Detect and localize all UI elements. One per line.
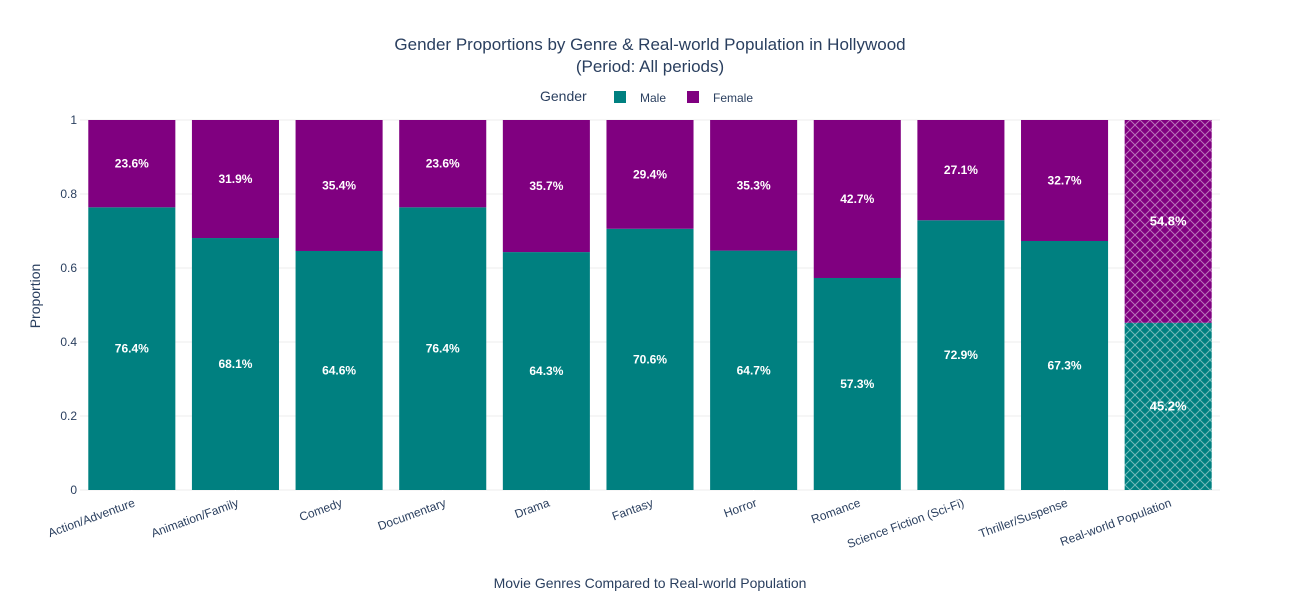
- x-tick-label: Real-world Population: [1058, 496, 1173, 549]
- x-tick-label: Animation/Family: [149, 496, 240, 541]
- y-tick-label: 1: [70, 113, 77, 127]
- data-label-female-fantasy: 29.4%: [633, 167, 667, 181]
- bar-female-fantasy[interactable]: [606, 120, 694, 229]
- y-axis: 0 0.2 0.4 0.6 0.8 1: [60, 113, 77, 497]
- x-tick-label: Thriller/Suspense: [977, 496, 1070, 541]
- bar-male-documentary[interactable]: [399, 207, 487, 490]
- data-label-male-documentary: 76.4%: [426, 342, 460, 356]
- data-label-male-science-fiction-sci-fi: 72.9%: [944, 348, 978, 362]
- bar-hatch-female-real-world-population: [1124, 120, 1212, 323]
- bar-female-thriller-suspense[interactable]: [1021, 120, 1109, 241]
- data-label-female-documentary: 23.6%: [426, 157, 460, 171]
- legend-label-male[interactable]: Male: [640, 91, 666, 105]
- bar-male-horror[interactable]: [710, 250, 798, 490]
- data-label-male-fantasy: 70.6%: [633, 352, 667, 366]
- legend-title: Gender: [540, 88, 587, 104]
- x-axis: Action/Adventure Animation/Family Comedy Do…: [46, 490, 1173, 551]
- y-tick-label: 0.2: [60, 409, 77, 423]
- data-label-female-animation-family: 31.9%: [218, 172, 252, 186]
- x-tick-label: Documentary: [376, 496, 448, 534]
- x-tick-label: Fantasy: [610, 496, 655, 524]
- data-label-female-comedy: 35.4%: [322, 178, 356, 192]
- x-tick-label: Drama: [513, 496, 552, 522]
- bar-female-drama[interactable]: [502, 120, 590, 253]
- data-label-male-animation-family: 68.1%: [218, 357, 252, 371]
- data-label-female-horror: 35.3%: [737, 178, 771, 192]
- y-tick-label: 0.4: [60, 335, 77, 349]
- bar-male-action-adventure[interactable]: [88, 207, 176, 490]
- bar-labels: 76.4% 23.6% 68.1% 31.9% 64.6% 35.4% 76.4% 23.6%…: [115, 157, 1187, 414]
- data-label-male-comedy: 64.6%: [322, 363, 356, 377]
- bar-male-science-fiction-sci-fi[interactable]: [917, 220, 1005, 490]
- chart-subtitle: (Period: All periods): [576, 57, 724, 76]
- bar-female-horror[interactable]: [710, 120, 798, 251]
- x-tick-label: Comedy: [297, 496, 344, 524]
- y-tick-label: 0.6: [60, 261, 77, 275]
- bar-hatch-male-real-world-population: [1124, 322, 1212, 490]
- data-label-male-drama: 64.3%: [529, 364, 563, 378]
- legend-swatch-male[interactable]: [614, 91, 626, 103]
- bar-female-documentary[interactable]: [399, 120, 487, 208]
- legend-swatch-female[interactable]: [687, 91, 699, 103]
- data-label-male-real-world-population: 45.2%: [1150, 398, 1187, 413]
- bar-female-romance[interactable]: [813, 120, 901, 278]
- x-axis-title: Movie Genres Compared to Real-world Popu…: [494, 575, 807, 591]
- y-tick-label: 0.8: [60, 187, 77, 201]
- bar-male-fantasy[interactable]: [606, 228, 694, 490]
- data-label-female-thriller-suspense: 32.7%: [1048, 173, 1082, 187]
- legend-label-female[interactable]: Female: [713, 91, 753, 105]
- data-label-female-real-world-population: 54.8%: [1150, 213, 1187, 228]
- x-tick-label: Horror: [722, 496, 759, 521]
- bar-male-animation-family[interactable]: [191, 238, 279, 490]
- data-label-female-action-adventure: 23.6%: [115, 157, 149, 171]
- bar-male-comedy[interactable]: [295, 250, 383, 490]
- legend: Gender Male Female: [540, 88, 753, 105]
- x-tick-label: Romance: [809, 496, 862, 527]
- data-label-male-action-adventure: 76.4%: [115, 342, 149, 356]
- data-label-female-science-fiction-sci-fi: 27.1%: [944, 163, 978, 177]
- y-tick-label: 0: [70, 483, 77, 497]
- data-label-male-romance: 57.3%: [840, 377, 874, 391]
- bar-male-drama[interactable]: [502, 252, 590, 490]
- data-label-female-drama: 35.7%: [529, 179, 563, 193]
- x-tick-label: Science Fiction (Sci-Fi): [845, 496, 966, 551]
- x-tick-label: Action/Adventure: [46, 496, 137, 541]
- bar-female-science-fiction-sci-fi[interactable]: [917, 120, 1005, 221]
- y-axis-title: Proportion: [27, 264, 43, 329]
- bar-female-animation-family[interactable]: [191, 120, 279, 239]
- data-label-male-thriller-suspense: 67.3%: [1048, 358, 1082, 372]
- bar-female-action-adventure[interactable]: [88, 120, 176, 208]
- bar-female-comedy[interactable]: [295, 120, 383, 251]
- data-label-male-horror: 64.7%: [737, 363, 771, 377]
- data-label-female-romance: 42.7%: [840, 192, 874, 206]
- bar-male-romance[interactable]: [813, 277, 901, 490]
- bar-male-thriller-suspense[interactable]: [1021, 240, 1109, 490]
- bars: [88, 120, 1212, 490]
- chart-title: Gender Proportions by Genre & Real-world…: [394, 35, 905, 54]
